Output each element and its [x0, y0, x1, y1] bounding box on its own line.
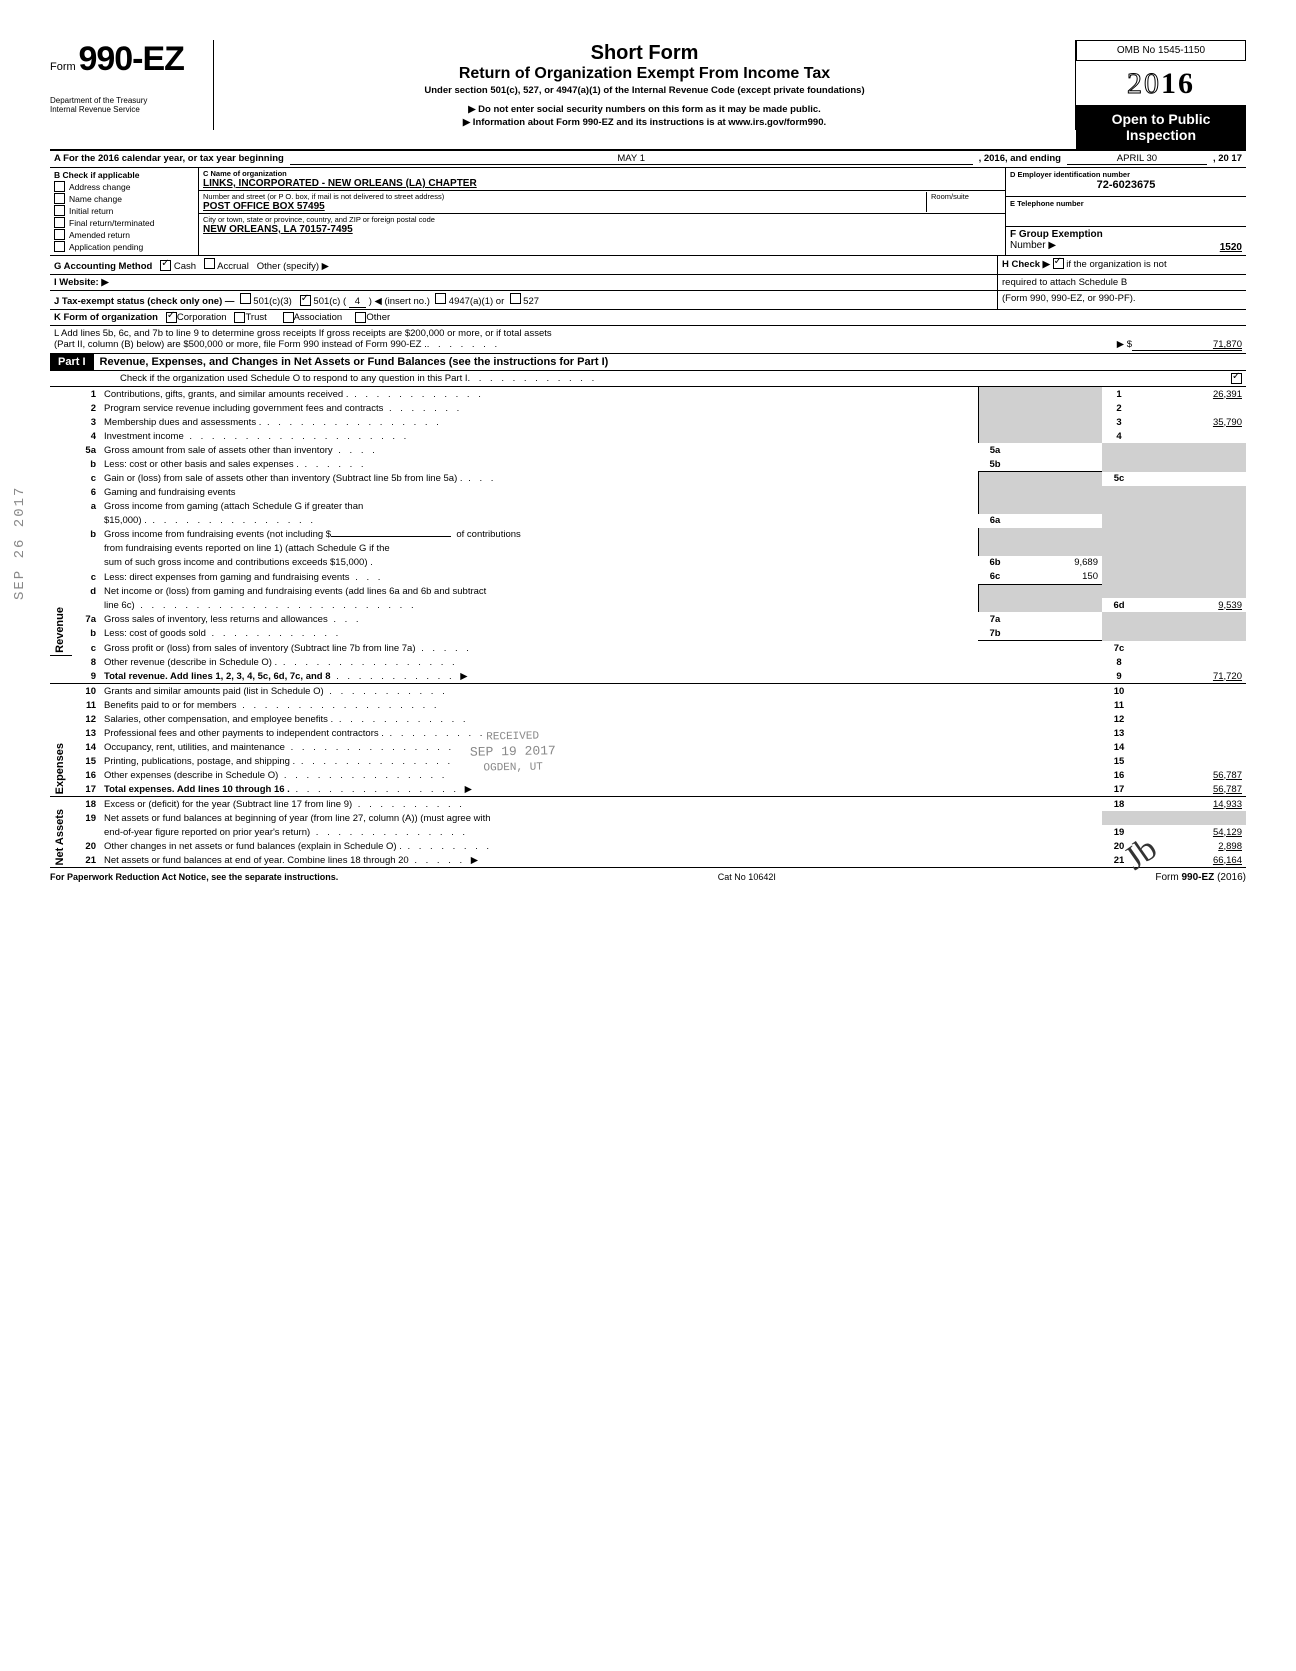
line-a-suffix: , 20 17 — [1213, 153, 1242, 165]
part-1-table: Revenue 1Contributions, gifts, grants, a… — [50, 387, 1246, 868]
e-label: E Telephone number — [1010, 199, 1242, 208]
chk-501c3[interactable] — [240, 293, 251, 304]
org-address[interactable]: POST OFFICE BOX 57495 — [203, 201, 926, 212]
form-number: 990-EZ — [78, 40, 184, 78]
city-label: City or town, state or province, country… — [203, 215, 1001, 224]
title-short: Short Form — [220, 42, 1069, 65]
room-label: Room/suite — [931, 192, 1001, 201]
val-9[interactable]: 71,720 — [1136, 669, 1246, 684]
val-17[interactable]: 56,787 — [1136, 782, 1246, 797]
chk-501c[interactable] — [300, 295, 311, 306]
chk-name-change[interactable]: Name change — [54, 193, 194, 204]
chk-association[interactable] — [283, 312, 294, 323]
val-4[interactable] — [1136, 429, 1246, 443]
part-1-title: Revenue, Expenses, and Changes in Net As… — [94, 356, 609, 368]
open-public-2: Inspection — [1080, 127, 1242, 143]
gross-receipts[interactable]: 71,870 — [1132, 339, 1242, 351]
chk-final-return[interactable]: Final return/terminated — [54, 217, 194, 228]
val-18[interactable]: 14,933 — [1136, 797, 1246, 812]
val-14[interactable] — [1136, 740, 1246, 754]
chk-address-change[interactable]: Address change — [54, 181, 194, 192]
side-label-revenue: Revenue — [54, 607, 66, 653]
val-6c[interactable]: 150 — [1012, 570, 1102, 585]
form-prefix: Form — [50, 61, 76, 73]
title-main: Return of Organization Exempt From Incom… — [220, 65, 1069, 83]
f-label-1: F Group Exemption — [1010, 229, 1103, 240]
omb-number: OMB No 1545-1150 — [1076, 40, 1246, 61]
j-label: J Tax-exempt status (check only one) — — [54, 296, 234, 307]
l-text-2: (Part II, column (B) below) are $500,000… — [54, 339, 427, 351]
val-7c[interactable] — [1136, 641, 1246, 656]
chk-application-pending[interactable]: Application pending — [54, 241, 194, 252]
f-label-2: Number ▶ — [1010, 240, 1056, 251]
h-text-4: (Form 990, 990-EZ, or 990-PF). — [997, 291, 1246, 309]
d-label: D Employer identification number — [1010, 170, 1242, 179]
501c-insert-no[interactable]: 4 — [349, 296, 366, 308]
val-19[interactable]: 54,129 — [1136, 825, 1246, 839]
h-text-3: required to attach Schedule B — [997, 275, 1246, 290]
title-under: Under section 501(c), 527, or 4947(a)(1)… — [220, 85, 1069, 96]
footer-mid: Cat No 10642I — [718, 872, 776, 883]
g-label: G Accounting Method — [54, 261, 152, 272]
chk-corporation[interactable] — [166, 312, 177, 323]
h-text-1: H Check ▶ — [1002, 259, 1050, 270]
i-label: I Website: ▶ — [54, 277, 109, 288]
side-label-net-assets: Net Assets — [54, 809, 66, 865]
c-label: C Name of organization — [203, 169, 1001, 178]
val-13[interactable] — [1136, 726, 1246, 740]
val-16[interactable]: 56,787 — [1136, 768, 1246, 782]
val-6d[interactable]: 9,539 — [1136, 598, 1246, 612]
h-text-2: if the organization is not — [1066, 259, 1166, 270]
part-1-check-line: Check if the organization used Schedule … — [120, 373, 468, 384]
val-15[interactable] — [1136, 754, 1246, 768]
chk-other-org[interactable] — [355, 312, 366, 323]
l-arrow: ▶ $ — [1117, 339, 1132, 351]
scan-side-stamp: SEP 26 2017 — [12, 486, 28, 600]
val-5c[interactable] — [1136, 472, 1246, 486]
val-10[interactable] — [1136, 684, 1246, 699]
val-3[interactable]: 35,790 — [1136, 415, 1246, 429]
l-text-1: L Add lines 5b, 6c, and 7b to line 9 to … — [54, 328, 1242, 339]
val-1[interactable]: 26,391 — [1136, 387, 1246, 401]
line-a-mid: , 2016, and ending — [979, 153, 1061, 165]
instr-2: ▶ Information about Form 990-EZ and its … — [220, 117, 1069, 128]
footer-left: For Paperwork Reduction Act Notice, see … — [50, 872, 338, 883]
ein[interactable]: 72-6023675 — [1010, 179, 1242, 191]
open-public-1: Open to Public — [1080, 111, 1242, 127]
part-1-header: Part I — [50, 354, 94, 370]
tax-year: 2016 — [1076, 67, 1246, 101]
chk-527[interactable] — [510, 293, 521, 304]
chk-schedule-o[interactable] — [1231, 373, 1242, 384]
period-begin[interactable]: MAY 1 — [290, 153, 973, 165]
box-b-label: B Check if applicable — [54, 170, 194, 180]
chk-h[interactable] — [1053, 258, 1064, 269]
val-11[interactable] — [1136, 698, 1246, 712]
chk-trust[interactable] — [234, 312, 245, 323]
group-exemption[interactable]: 1520 — [1220, 242, 1242, 253]
side-label-expenses: Expenses — [54, 743, 66, 794]
k-label: K Form of organization — [54, 312, 158, 323]
dept-line-2: Internal Revenue Service — [50, 106, 205, 115]
chk-amended-return[interactable]: Amended return — [54, 229, 194, 240]
addr-label: Number and street (or P O. box, if mail … — [203, 192, 926, 201]
val-2[interactable] — [1136, 401, 1246, 415]
received-stamp: RECEIVED SEP 19 2017 OGDEN, UT — [470, 729, 557, 776]
val-12[interactable] — [1136, 712, 1246, 726]
org-name[interactable]: LINKS, INCORPORATED - NEW ORLEANS (LA) C… — [203, 178, 1001, 189]
org-city[interactable]: NEW ORLEANS, LA 70157-7495 — [203, 224, 1001, 235]
chk-4947[interactable] — [435, 293, 446, 304]
chk-initial-return[interactable]: Initial return — [54, 205, 194, 216]
val-6b[interactable]: 9,689 — [1012, 556, 1102, 570]
footer-right: Form 990-EZ (2016) — [1155, 872, 1246, 883]
chk-cash[interactable] — [160, 260, 171, 271]
period-end[interactable]: APRIL 30 — [1067, 153, 1207, 165]
instr-1: ▶ Do not enter social security numbers o… — [220, 104, 1069, 115]
line-a-prefix: A For the 2016 calendar year, or tax yea… — [54, 153, 284, 165]
val-8[interactable] — [1136, 655, 1246, 669]
chk-accrual[interactable] — [204, 258, 215, 269]
